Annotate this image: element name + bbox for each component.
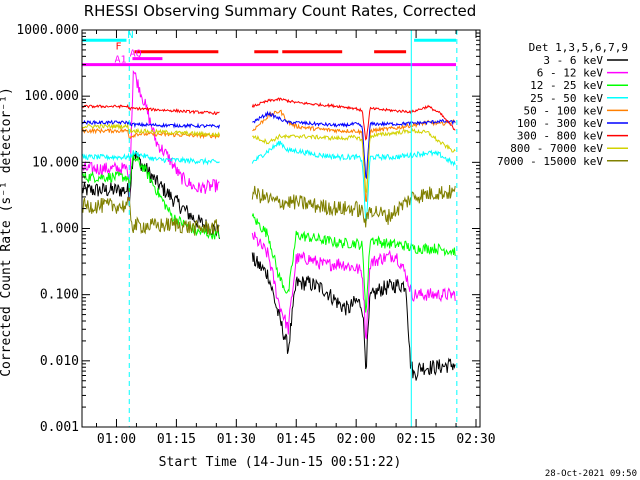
legend-label-1: 3 - 6 keV [543, 54, 603, 67]
flag-label-n: N [127, 30, 133, 41]
y-axis-label: Corrected Count Rate (s⁻¹ detector⁻¹) [0, 87, 14, 377]
series-line-3 [82, 152, 456, 313]
x-axis-ticks: 01:00 01:15 01:30 01:45 02:00 02:15 02:30 [96, 30, 496, 447]
legend-label-7: 300 - 800 keV [517, 130, 603, 143]
series-line-4 [82, 140, 456, 221]
y-tick-label-6: 100.000 [24, 89, 79, 104]
series-line-8 [82, 122, 456, 194]
plot-data-layer [82, 70, 456, 381]
generation-timestamp: 28-Oct-2021 09:50 [545, 469, 637, 479]
legend-label-3: 12 - 25 keV [530, 79, 603, 92]
y-tick-label-5: 10.000 [32, 155, 79, 170]
flag-label-aq: AQ [130, 49, 142, 60]
vertical-markers [128, 30, 458, 427]
y-axis-ticks: 0.001 0.010 0.100 1.000 10.000 100.000 1000.00… [16, 23, 480, 435]
x-tick-label-4: 01:45 [277, 432, 316, 447]
y-tick-label-7: 1000.000 [16, 23, 79, 38]
chart-title: RHESSI Observing Summary Count Rates, Co… [84, 2, 477, 20]
legend-label-9: 7000 - 15000 keV [497, 155, 603, 168]
x-tick-label-7: 02:30 [456, 432, 495, 447]
observing-flags: NF AQ A1 [82, 30, 457, 67]
flag-label-f: F [115, 42, 121, 53]
series-line-6 [82, 110, 456, 180]
flag-label-a1: A1 [114, 55, 126, 66]
series-line-1 [82, 150, 456, 381]
y-tick-label-2: 0.010 [40, 354, 79, 369]
y-tick-label-1: 0.001 [40, 420, 79, 435]
legend-label-2: 6 - 12 keV [537, 67, 604, 80]
legend-title: Det 1,3,5,6,7,9 [529, 41, 628, 54]
legend-label-4: 25 - 50 keV [530, 92, 603, 105]
x-tick-label-2: 01:15 [157, 432, 196, 447]
x-tick-label-1: 01:00 [97, 432, 136, 447]
legend-label-8: 800 - 7000 keV [510, 142, 603, 155]
series-line-7 [82, 97, 456, 141]
x-tick-label-3: 01:30 [217, 432, 256, 447]
x-tick-label-6: 02:15 [397, 432, 436, 447]
x-tick-label-5: 02:00 [337, 432, 376, 447]
series-line-9 [82, 184, 456, 236]
legend-label-6: 100 - 300 keV [517, 117, 603, 130]
legend-label-5: 50 - 100 keV [524, 104, 604, 117]
y-tick-label-3: 0.100 [40, 288, 79, 303]
x-axis-label: Start Time (14-Jun-15 00:51:22) [159, 455, 402, 470]
y-tick-label-4: 1.000 [40, 222, 79, 237]
